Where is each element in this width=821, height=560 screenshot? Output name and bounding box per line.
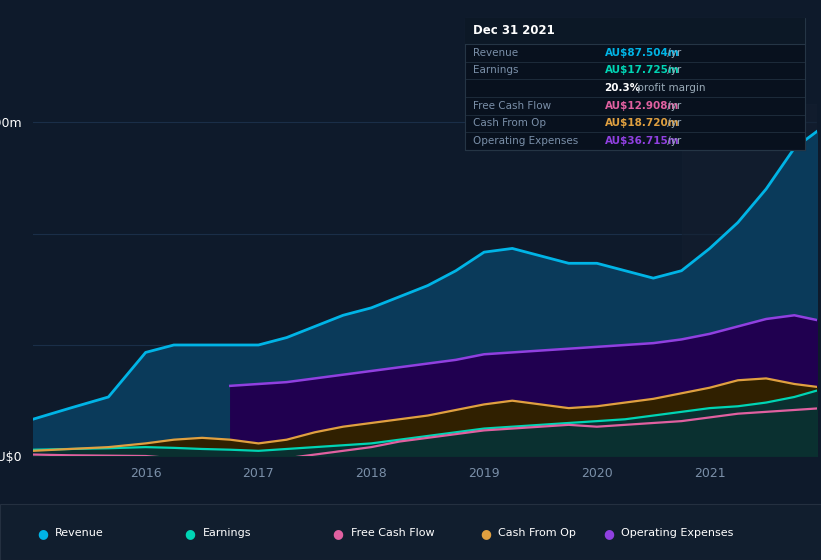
Text: Free Cash Flow: Free Cash Flow (473, 101, 552, 111)
Text: ●: ● (37, 526, 48, 540)
Text: Revenue: Revenue (55, 528, 103, 538)
Text: ●: ● (480, 526, 491, 540)
Text: Cash From Op: Cash From Op (473, 119, 546, 128)
Text: /yr: /yr (663, 136, 681, 146)
Text: ●: ● (333, 526, 343, 540)
Text: Earnings: Earnings (203, 528, 251, 538)
Text: Earnings: Earnings (473, 66, 519, 76)
Text: Dec 31 2021: Dec 31 2021 (473, 25, 555, 38)
Text: AU$87.504m: AU$87.504m (604, 48, 679, 58)
Text: /yr: /yr (663, 48, 681, 58)
Text: /yr: /yr (663, 119, 681, 128)
Text: ●: ● (603, 526, 614, 540)
Text: AU$18.720m: AU$18.720m (604, 119, 679, 128)
Text: Free Cash Flow: Free Cash Flow (351, 528, 434, 538)
Text: /yr: /yr (663, 101, 681, 111)
Text: Cash From Op: Cash From Op (498, 528, 576, 538)
Text: ●: ● (185, 526, 195, 540)
Text: AU$12.908m: AU$12.908m (604, 101, 679, 111)
Text: AU$17.725m: AU$17.725m (604, 66, 679, 76)
Text: Operating Expenses: Operating Expenses (621, 528, 734, 538)
Text: /yr: /yr (663, 66, 681, 76)
Text: Revenue: Revenue (473, 48, 518, 58)
Text: AU$36.715m: AU$36.715m (604, 136, 679, 146)
Text: 20.3%: 20.3% (604, 83, 641, 93)
Bar (681, 104, 817, 456)
Text: profit margin: profit margin (634, 83, 705, 93)
Text: Operating Expenses: Operating Expenses (473, 136, 579, 146)
